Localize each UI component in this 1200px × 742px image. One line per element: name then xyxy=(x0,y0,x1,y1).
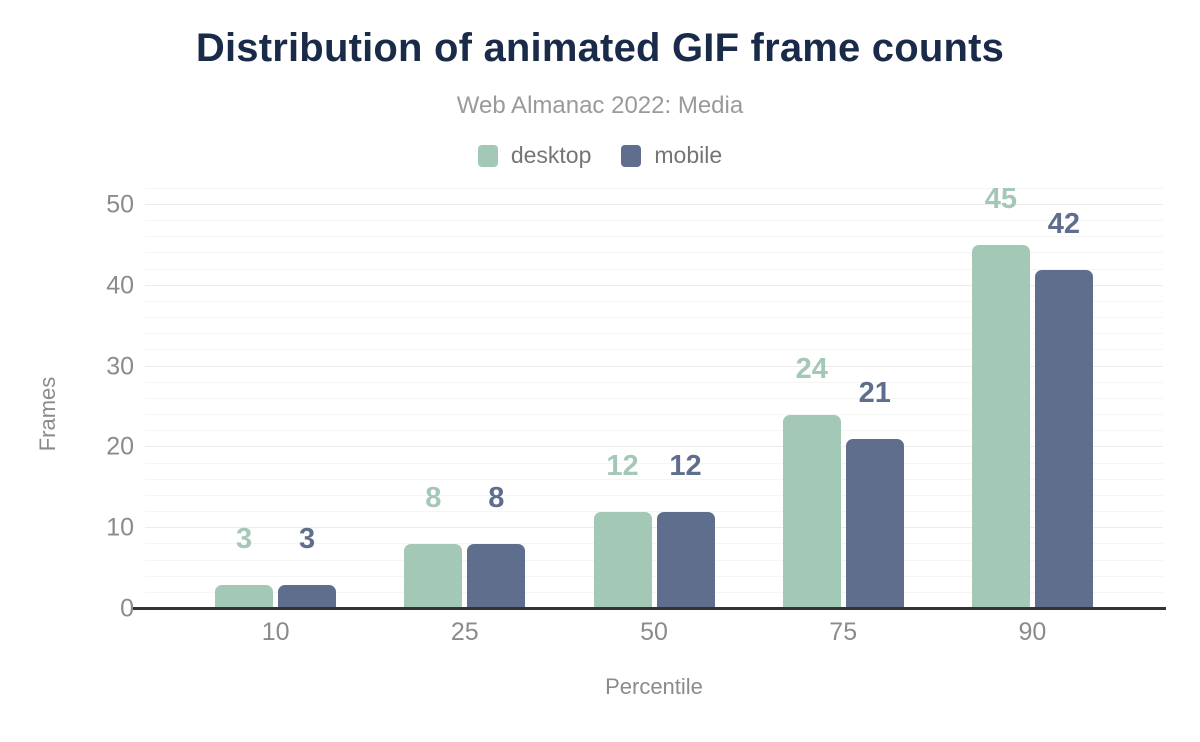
bar-column-desktop: 24 xyxy=(782,353,841,609)
bar-value-label-mobile: 8 xyxy=(488,482,505,515)
bar-column-mobile: 12 xyxy=(656,450,715,609)
legend-swatch-mobile xyxy=(621,144,642,167)
gridline xyxy=(145,414,1163,416)
gridline xyxy=(145,511,1163,513)
gridline xyxy=(145,397,1163,399)
bar-value-label-desktop: 12 xyxy=(606,450,639,482)
bar-column-mobile: 3 xyxy=(278,522,337,609)
gridline xyxy=(145,236,1163,238)
gridline xyxy=(145,365,1163,367)
bar-value-label-mobile: 21 xyxy=(858,377,891,410)
gridline xyxy=(145,559,1163,561)
legend-item-mobile: mobile xyxy=(621,142,722,169)
x-tick-label: 25 xyxy=(450,618,479,646)
x-tick-labels: 10 25 50 75 90 xyxy=(145,618,1163,647)
gridline xyxy=(145,494,1163,496)
x-tick-label: 75 xyxy=(829,618,858,646)
y-tick-label: 40 xyxy=(106,271,134,300)
y-tick-label: 30 xyxy=(106,352,134,381)
bar-value-label-desktop: 24 xyxy=(795,353,828,386)
bar-group-75: 24 21 xyxy=(749,205,938,609)
legend-swatch-desktop xyxy=(477,144,498,167)
gridline xyxy=(145,317,1163,319)
x-tick-label: 90 xyxy=(1018,618,1047,646)
legend-label: mobile xyxy=(654,142,723,168)
legend-label: desktop xyxy=(510,142,592,168)
gridline xyxy=(145,591,1163,593)
chart-title: Distribution of animated GIF frame count… xyxy=(195,26,1005,70)
bar-column-desktop: 12 xyxy=(593,450,652,609)
bar-value-label-desktop: 8 xyxy=(425,482,442,515)
bar-group-90: 45 42 xyxy=(938,185,1127,609)
legend-item-desktop: desktop xyxy=(477,142,592,169)
bar-mobile-p75 xyxy=(845,439,904,609)
gridline xyxy=(145,543,1163,545)
x-tick-label: 10 xyxy=(261,618,290,646)
bar-column-mobile: 21 xyxy=(845,377,904,609)
bar-mobile-p50 xyxy=(656,512,715,609)
bar-column-desktop: 8 xyxy=(404,482,463,609)
gridline xyxy=(145,381,1163,383)
gridline xyxy=(145,478,1163,480)
gridline xyxy=(145,268,1163,270)
bar-desktop-p90 xyxy=(971,245,1030,609)
x-axis-line xyxy=(133,607,1166,610)
gridline xyxy=(145,575,1163,577)
gridline xyxy=(145,300,1163,302)
bar-value-label-desktop: 3 xyxy=(236,522,253,555)
bar-desktop-p75 xyxy=(782,415,841,609)
gridline xyxy=(145,220,1163,222)
x-tick-label: 50 xyxy=(640,618,668,646)
gridline xyxy=(145,430,1163,432)
bar-column-mobile: 42 xyxy=(1034,207,1093,609)
gridline xyxy=(145,349,1163,351)
legend: desktop mobile xyxy=(0,142,1200,169)
bar-value-label-mobile: 42 xyxy=(1047,207,1081,240)
y-tick-label: 50 xyxy=(106,190,134,219)
x-axis-title: Percentile xyxy=(605,674,703,699)
gridline xyxy=(145,333,1163,335)
bar-value-label-mobile: 12 xyxy=(669,450,702,482)
gridline xyxy=(145,252,1163,254)
gridline xyxy=(145,446,1163,448)
chart-subtitle: Web Almanac 2022: Media xyxy=(456,92,744,119)
bar-column-mobile: 8 xyxy=(467,482,526,609)
bar-desktop-p10 xyxy=(215,584,274,609)
plot-area: 0 10 20 30 40 50 3 3 8 8 12 12 24 21 45 42 xyxy=(106,185,1163,621)
gridline xyxy=(145,204,1163,205)
bar-desktop-p25 xyxy=(404,544,463,609)
bar-value-label-desktop: 45 xyxy=(984,183,1018,216)
y-tick-label: 0 xyxy=(120,594,134,623)
y-axis-title: Frames xyxy=(35,376,60,452)
y-tick-label: 20 xyxy=(106,432,134,461)
gridline xyxy=(145,527,1163,529)
gridline xyxy=(145,187,1163,189)
bar-mobile-p10 xyxy=(278,584,337,609)
bar-column-desktop: 45 xyxy=(971,183,1030,609)
bar-group-50: 12 12 xyxy=(559,205,748,609)
y-tick-label: 10 xyxy=(106,513,134,542)
gridline xyxy=(145,284,1163,286)
bar-column-desktop: 3 xyxy=(215,522,274,609)
bar-value-label-mobile: 3 xyxy=(299,522,316,555)
gridline xyxy=(145,462,1163,464)
bar-desktop-p50 xyxy=(593,512,652,609)
bar-mobile-p25 xyxy=(467,544,526,609)
bar-groups: 3 3 8 8 12 12 24 21 45 42 xyxy=(181,185,1127,609)
bar-mobile-p90 xyxy=(1034,269,1093,609)
